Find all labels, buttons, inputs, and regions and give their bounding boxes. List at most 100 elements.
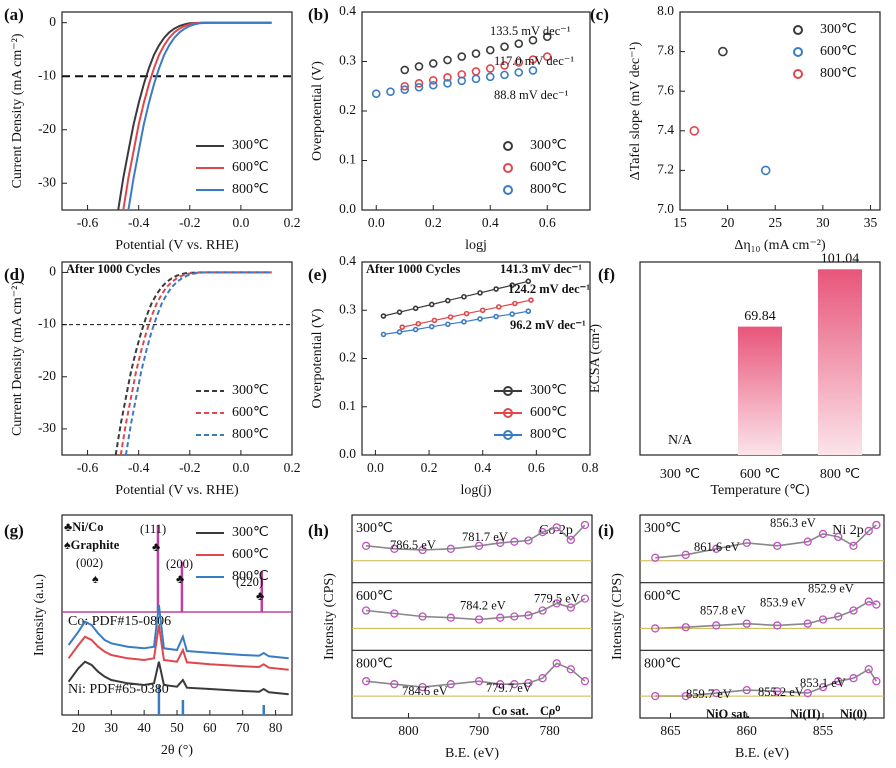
x-tick-label: 25 xyxy=(768,215,782,230)
panel-label: (e) xyxy=(308,265,327,284)
legend-label: 800℃ xyxy=(232,569,269,584)
x-tick-label: 0.6 xyxy=(528,460,545,475)
y-tick-label: -30 xyxy=(38,420,56,435)
data-point xyxy=(485,64,495,73)
x-tick-label: -0.2 xyxy=(179,215,200,230)
value-label: 101.04 xyxy=(821,251,860,266)
data-point xyxy=(477,290,483,296)
x-axis-label: 2θ (°) xyxy=(161,743,193,758)
x-tick-label: 70 xyxy=(236,720,250,735)
x-axis-label: Potential (V vs. RHE) xyxy=(115,238,239,253)
y-axis-label: Intensity (CPS) xyxy=(322,573,337,660)
y-tick-label: 0.1 xyxy=(339,152,356,167)
legend-marker xyxy=(503,163,513,173)
data-point xyxy=(514,68,524,77)
data-point xyxy=(681,623,690,632)
data-point xyxy=(712,688,721,698)
data-point xyxy=(414,62,424,71)
data-point xyxy=(524,678,533,688)
fit-envelope xyxy=(366,597,586,621)
x-tick-label: 20 xyxy=(721,215,735,230)
x-tick-label: -0.6 xyxy=(77,460,99,475)
y-tick-label: 0.0 xyxy=(339,201,356,216)
y-axis-label: Current Density (mA cm⁻²) xyxy=(10,33,25,188)
y-tick-label: 0.4 xyxy=(339,253,356,268)
legend-label: 300℃ xyxy=(530,383,567,398)
x-axis-label: Potential (V vs. RHE) xyxy=(115,483,239,498)
data-point xyxy=(457,76,467,86)
data-point xyxy=(431,317,438,324)
data-point xyxy=(528,66,538,75)
legend-marker xyxy=(793,25,803,35)
panel-label: (g) xyxy=(4,521,24,540)
x-tick-label: -0.6 xyxy=(77,215,99,230)
y-tick-label: 7.4 xyxy=(657,122,674,137)
legend-label: 600℃ xyxy=(232,405,269,420)
annotation: ♣ xyxy=(176,572,184,586)
annotation: 852.9 eV xyxy=(808,582,854,596)
data-point xyxy=(414,78,424,88)
data-point xyxy=(773,621,782,630)
x-tick-label: 865 xyxy=(660,723,681,738)
x-tick-label: 35 xyxy=(864,215,878,230)
annotation: (002) xyxy=(76,556,103,570)
data-point xyxy=(742,619,751,628)
x-tick-label: 780 xyxy=(540,723,561,738)
data-point xyxy=(524,611,533,620)
data-point xyxy=(525,278,532,285)
data-point xyxy=(542,52,552,61)
legend-label: 800℃ xyxy=(820,66,857,81)
data-point xyxy=(390,609,399,618)
legend-label: 600℃ xyxy=(820,44,857,59)
x-tick-label: 0.4 xyxy=(482,215,499,230)
data-point xyxy=(681,691,690,701)
bar xyxy=(738,326,782,455)
data-point xyxy=(864,597,873,606)
value-label: N/A xyxy=(668,433,693,448)
data-point xyxy=(471,67,481,76)
data-point xyxy=(552,523,561,532)
data-point xyxy=(477,316,483,322)
annotation: 124.2 mV dec⁻¹ xyxy=(508,282,590,296)
fit-envelope xyxy=(655,524,877,559)
y-tick-label: -20 xyxy=(38,121,56,136)
legend-marker xyxy=(503,430,513,440)
x-tick-label: 800 xyxy=(398,723,419,738)
legend-marker xyxy=(793,69,803,79)
annotation: ♣ xyxy=(256,589,264,603)
data-point xyxy=(443,55,452,65)
x-axis-label: log(j) xyxy=(460,483,491,498)
data-point xyxy=(718,46,728,57)
data-point xyxy=(396,329,403,335)
annotation: Co sat. xyxy=(492,704,529,718)
data-point xyxy=(461,293,467,300)
annotation: NiO sat. xyxy=(706,707,750,721)
data-point xyxy=(485,72,495,82)
data-point xyxy=(803,688,812,698)
data-point xyxy=(818,683,828,692)
legend-label: 300℃ xyxy=(232,138,269,153)
data-point xyxy=(446,544,455,553)
annotation: 779.5 eV xyxy=(534,592,580,606)
y-tick-label: 7.2 xyxy=(657,161,674,176)
data-point xyxy=(445,321,451,328)
annotation: (111) xyxy=(140,522,166,536)
x-tick-label: 860 xyxy=(737,723,758,738)
annotation: Ni(0) xyxy=(840,707,867,721)
y-tick-label: 0.2 xyxy=(339,102,356,117)
annotation: 133.5 mV dec⁻¹ xyxy=(490,24,571,38)
data-point xyxy=(418,545,427,555)
y-tick-label: 0.4 xyxy=(339,3,356,18)
annotation: 141.3 mV dec⁻¹ xyxy=(500,262,582,276)
y-axis-label: ΔTafel slope (mV dec⁻¹) xyxy=(628,41,643,180)
data-point xyxy=(834,532,843,542)
data-point xyxy=(412,326,419,333)
annotation: 779.7 eV xyxy=(486,681,532,695)
panel-label: (i) xyxy=(598,521,614,540)
data-point xyxy=(380,313,387,319)
y-tick-label: -10 xyxy=(38,67,56,82)
y-axis-label: Overpotential (V) xyxy=(310,308,325,408)
y-tick-label: 7.6 xyxy=(657,82,674,97)
legend-label: 800℃ xyxy=(232,182,269,197)
y-tick-label: 0.3 xyxy=(339,53,356,68)
